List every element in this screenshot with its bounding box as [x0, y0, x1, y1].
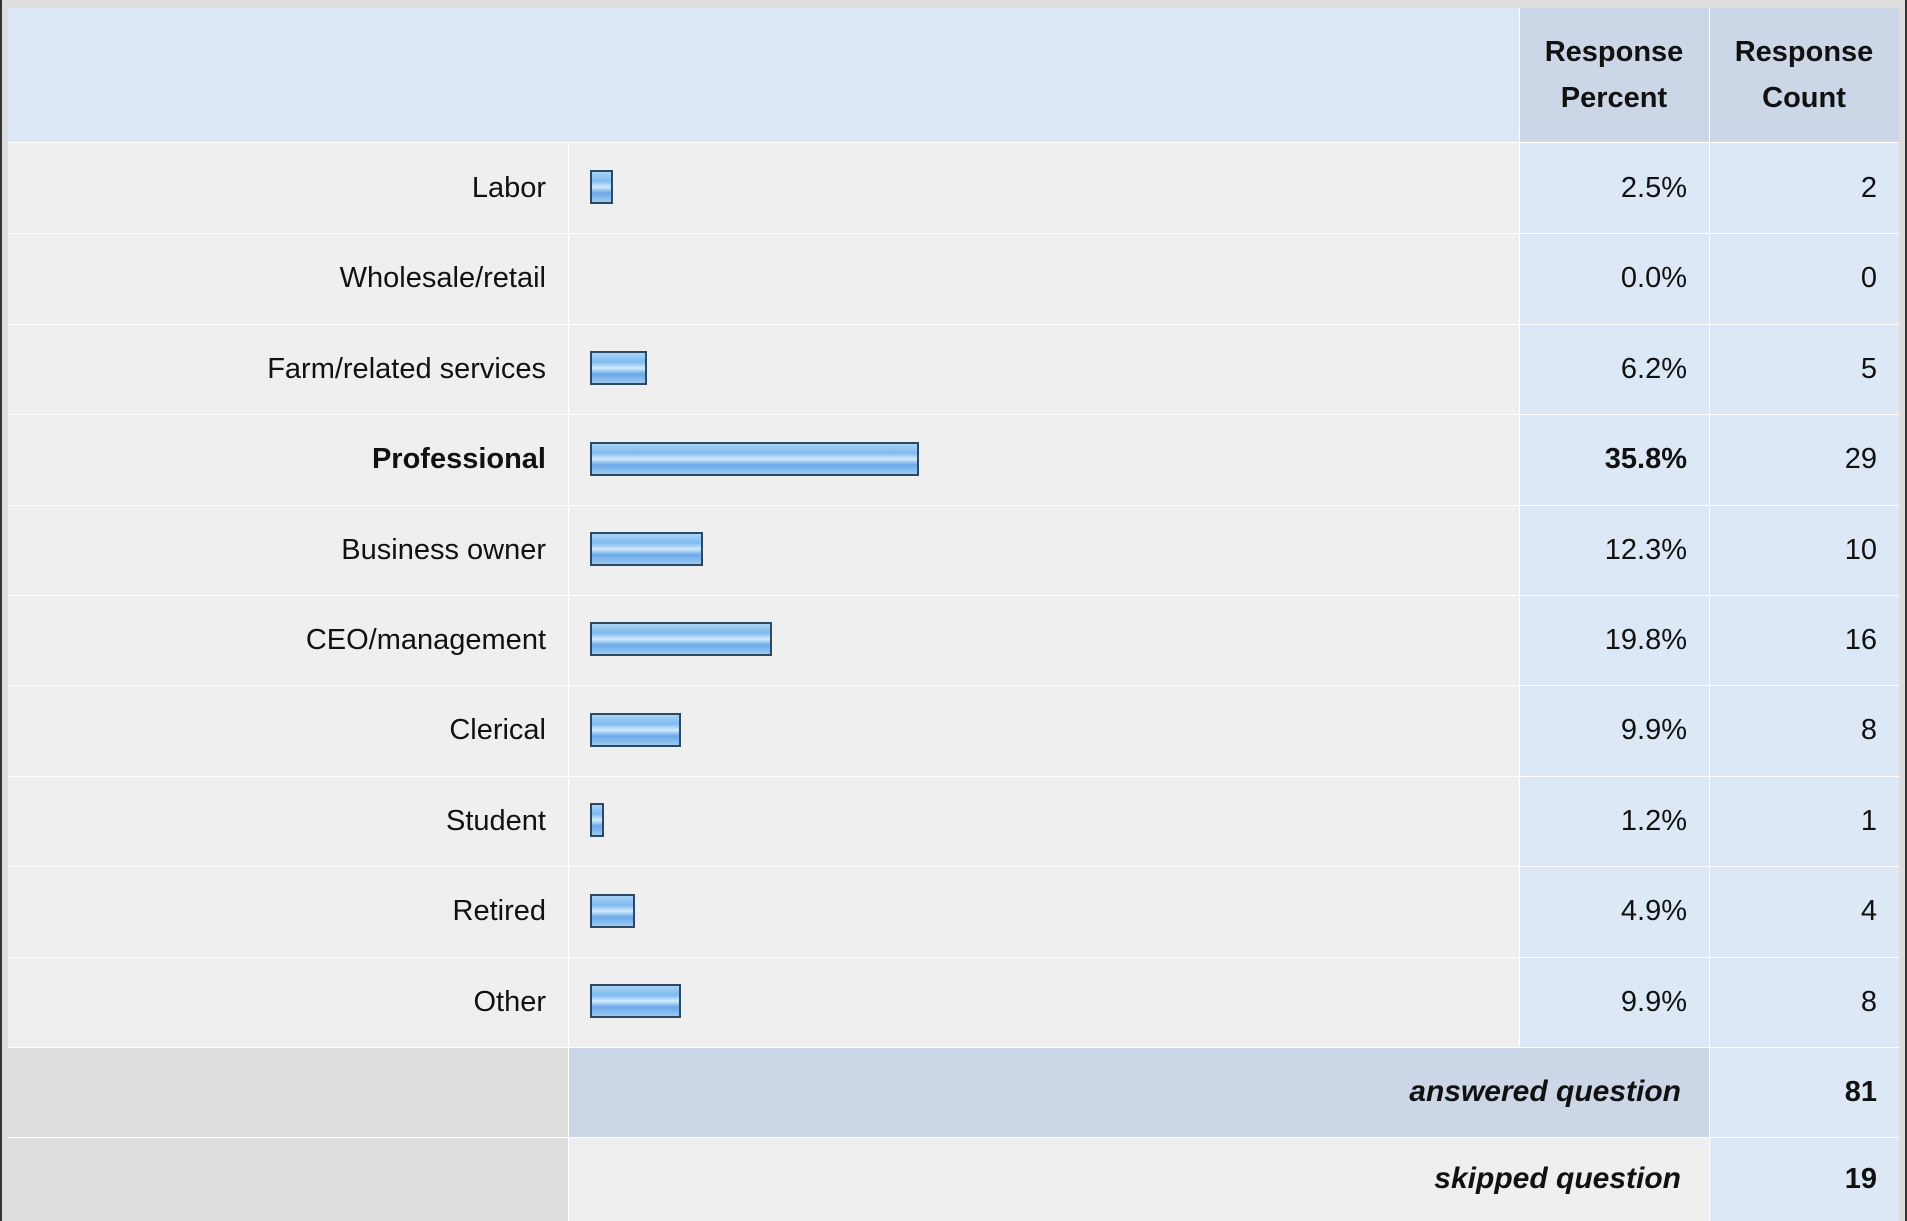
bar-cell: [568, 685, 1519, 776]
grid-line: [8, 233, 1899, 234]
bar-cell: [568, 866, 1519, 957]
row-label: Farm/related services: [8, 324, 568, 414]
response-count-value: 8: [1709, 957, 1899, 1047]
answered-row-spacer: [8, 1047, 568, 1137]
bar-student: [590, 803, 604, 837]
answered-question-label: answered question: [568, 1047, 1709, 1137]
bar-farm-related-services: [590, 351, 647, 385]
grid-line: [8, 776, 1899, 777]
top-strip: [0, 0, 1907, 8]
row-label: Business owner: [8, 505, 568, 595]
header-response-percent: Response Percent: [1519, 8, 1709, 142]
response-percent-value: 6.2%: [1519, 324, 1709, 414]
bar-business-owner: [590, 532, 703, 566]
skipped-question-count: 19: [1709, 1137, 1899, 1221]
row-label: Wholesale/retail: [8, 233, 568, 324]
bar-cell: [568, 505, 1519, 595]
header-response-count: Response Count: [1709, 8, 1899, 142]
row-label: Labor: [8, 143, 568, 233]
skipped-row-spacer: [8, 1137, 568, 1221]
grid-line: [8, 685, 1899, 686]
response-count-value: 29: [1709, 414, 1899, 505]
response-percent-value: 12.3%: [1519, 505, 1709, 595]
grid-line: [8, 142, 1899, 143]
skipped-question-label: skipped question: [568, 1137, 1709, 1221]
bar-cell: [568, 324, 1519, 414]
grid-line: [8, 505, 1899, 506]
bar-clerical: [590, 713, 681, 747]
bar-other: [590, 984, 681, 1018]
answered-question-count: 81: [1709, 1047, 1899, 1137]
response-percent-value: 9.9%: [1519, 685, 1709, 776]
row-label: Retired: [8, 866, 568, 957]
bar-cell: [568, 233, 1519, 324]
grid-line: [8, 957, 1899, 958]
row-label: Other: [8, 957, 568, 1047]
bar-professional: [590, 442, 919, 476]
response-count-value: 5: [1709, 324, 1899, 414]
grid-line: [1519, 8, 1520, 1047]
grid-line: [1709, 8, 1710, 1221]
row-label: Student: [8, 776, 568, 866]
bar-ceo-management: [590, 622, 772, 656]
bar-labor: [590, 170, 613, 204]
header-blank: [8, 8, 1519, 142]
response-percent-value: 35.8%: [1519, 414, 1709, 505]
response-percent-value: 4.9%: [1519, 866, 1709, 957]
bar-cell: [568, 776, 1519, 866]
grid-line: [8, 595, 1899, 596]
response-percent-value: 1.2%: [1519, 776, 1709, 866]
row-label: Professional: [8, 414, 568, 505]
row-label: Clerical: [8, 685, 568, 776]
bar-cell: [568, 143, 1519, 233]
bar-cell: [568, 957, 1519, 1047]
grid-line: [8, 1047, 1899, 1048]
response-count-value: 0: [1709, 233, 1899, 324]
grid-line: [8, 1137, 1899, 1138]
response-percent-value: 9.9%: [1519, 957, 1709, 1047]
bar-retired: [590, 894, 635, 928]
response-count-value: 2: [1709, 143, 1899, 233]
response-percent-value: 2.5%: [1519, 143, 1709, 233]
grid-line: [8, 866, 1899, 867]
response-count-value: 4: [1709, 866, 1899, 957]
response-percent-value: 0.0%: [1519, 233, 1709, 324]
grid-line: [8, 324, 1899, 325]
grid-line: [568, 142, 569, 1221]
response-percent-value: 19.8%: [1519, 595, 1709, 685]
grid-line: [8, 414, 1899, 415]
response-count-value: 1: [1709, 776, 1899, 866]
row-label: CEO/management: [8, 595, 568, 685]
response-count-value: 10: [1709, 505, 1899, 595]
response-count-value: 8: [1709, 685, 1899, 776]
response-count-value: 16: [1709, 595, 1899, 685]
